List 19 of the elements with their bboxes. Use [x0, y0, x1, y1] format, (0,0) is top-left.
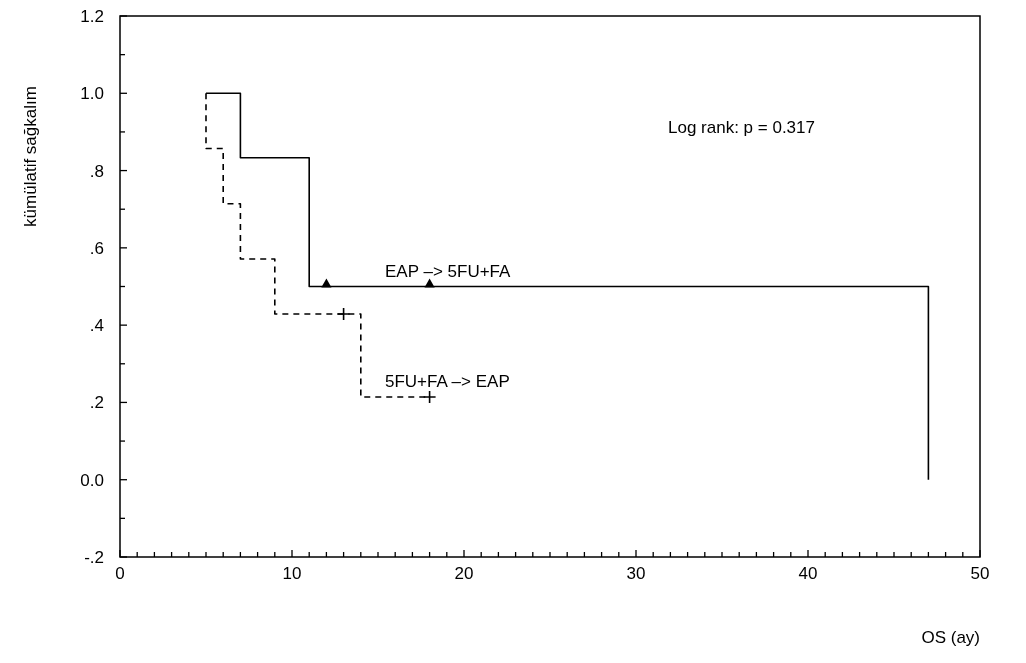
- annotation: Log rank: p = 0.317: [668, 118, 815, 137]
- y-tick-label: .4: [89, 316, 104, 336]
- y-tick-label: .2: [89, 393, 104, 413]
- x-tick-label: 30: [626, 564, 646, 583]
- series-label: 5FU+FA –> EAP: [385, 372, 510, 392]
- y-tick-label: -.2: [84, 548, 104, 567]
- x-tick-label: 0: [115, 564, 125, 583]
- y-tick-label: .8: [89, 161, 104, 181]
- y-tick-label: .6: [89, 238, 104, 258]
- x-tick-label: 10: [282, 564, 302, 583]
- y-tick-label: 1.0: [80, 84, 104, 104]
- x-tick-label: 50: [970, 564, 990, 583]
- y-tick-label: 1.2: [80, 7, 104, 26]
- series-label: EAP –> 5FU+FA: [385, 261, 512, 281]
- x-tick-label: 20: [454, 564, 474, 583]
- y-tick-label: 0.0: [80, 470, 104, 490]
- x-tick-label: 40: [798, 564, 818, 583]
- y-axis-title: kümülatif sağkalım: [21, 86, 40, 227]
- x-axis-title: OS (ay): [921, 628, 980, 647]
